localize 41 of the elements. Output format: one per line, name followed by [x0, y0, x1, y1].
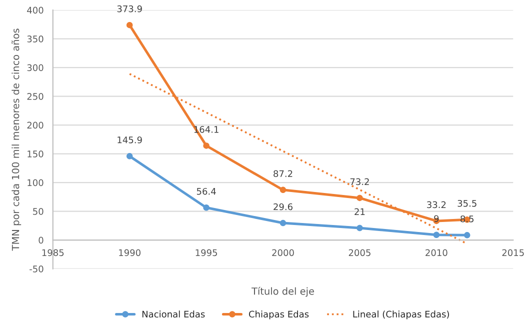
- legend-label: Lineal (Chiapas Edas): [353, 310, 449, 320]
- y-tick-label: 300: [27, 64, 44, 72]
- point: [356, 224, 363, 232]
- data-label: 73.2: [350, 178, 369, 186]
- point: [203, 204, 210, 211]
- point: [126, 22, 133, 28]
- data-label: 56.4: [196, 188, 216, 195]
- y-tick-label: 250: [27, 93, 44, 100]
- x-tick-label: 1990: [119, 249, 140, 256]
- x-tick-label: 2005: [348, 249, 370, 256]
- data-label: 21: [354, 208, 365, 215]
- data-label: 35.5: [458, 200, 476, 207]
- point: [203, 142, 210, 149]
- x-tick-label: 1985: [42, 249, 64, 256]
- data-label: 373.9: [117, 5, 142, 12]
- point: [464, 232, 470, 238]
- data-label: 29.6: [274, 203, 292, 210]
- y-tick-label: 150: [28, 150, 44, 158]
- point: [280, 186, 286, 194]
- x-tick-label: 1995: [196, 249, 218, 256]
- legend-label: Nacional Edas: [142, 310, 205, 318]
- point: [433, 232, 440, 238]
- x-tick-label: 2000: [272, 249, 294, 256]
- y-axis-title: TMN por cada 100 mil menores de cinco años: [12, 28, 22, 251]
- y-tick-label: 0: [38, 236, 44, 244]
- y-tick-label: 400: [27, 6, 44, 14]
- x-tick-label: 2015: [502, 249, 524, 256]
- y-tick-label: 200: [27, 122, 44, 129]
- y-tick-label: 100: [28, 179, 44, 186]
- data-label: 33.2: [427, 201, 446, 208]
- point: [280, 220, 286, 226]
- x-tick-label: 2010: [426, 249, 448, 256]
- data-label: 145.9: [118, 136, 142, 144]
- data-label: 87.2: [274, 170, 292, 178]
- y-tick-label: 50: [33, 208, 44, 215]
- x-axis-title: Título del eje: [252, 286, 314, 297]
- legend-label: Chiapas Edas: [248, 310, 309, 320]
- y-tick-label: 350: [27, 36, 44, 42]
- point: [356, 194, 363, 202]
- y-tick-label: -50: [30, 266, 44, 272]
- point: [126, 153, 133, 160]
